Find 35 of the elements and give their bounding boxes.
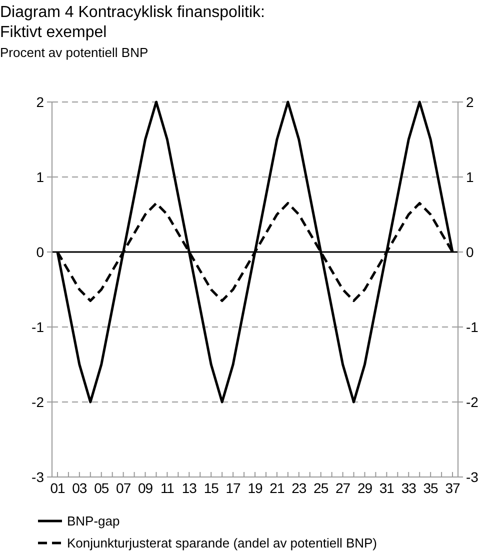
x-tick-label: 29: [357, 480, 373, 496]
y-tick-label: 2: [36, 94, 44, 110]
x-tick-label: 07: [116, 480, 132, 496]
x-tick-label: 05: [94, 480, 110, 496]
x-tick-label: 25: [314, 480, 329, 496]
y2-tick-label: -2: [466, 394, 479, 410]
x-tick-label: 15: [204, 480, 220, 496]
x-tick-label: 17: [226, 480, 242, 496]
chart-subtitle: Procent av potentiell BNP: [0, 45, 148, 60]
x-tick-label: 19: [248, 480, 263, 496]
y2-tick-label: -3: [466, 468, 479, 485]
x-tick-label: 03: [72, 480, 88, 496]
x-tick-label: 35: [423, 480, 439, 496]
legend-label: Konjunkturjusterat sparande (andel av potentiell BNP): [67, 536, 378, 551]
x-tick-label: 13: [182, 480, 198, 496]
y-tick-label: 0: [36, 244, 44, 260]
x-tick-label: 11: [160, 480, 175, 496]
legend-label: BNP-gap: [67, 514, 120, 529]
y2-tick-label: 0: [466, 244, 474, 260]
x-tick-label: 23: [292, 480, 307, 496]
y-tick-label: -1: [32, 318, 44, 335]
x-tick-label: 31: [379, 480, 395, 496]
x-tick-label: 33: [401, 480, 417, 496]
y-tick-label: 1: [36, 168, 44, 185]
x-tick-label: 37: [445, 480, 461, 496]
x-tick-label: 09: [138, 480, 154, 496]
x-tick-label: 27: [335, 480, 351, 496]
x-tick-label: 01: [50, 480, 66, 496]
y2-tick-label: 1: [466, 168, 474, 185]
x-tick-label: 21: [270, 480, 285, 496]
y-tick-label: -3: [32, 468, 44, 485]
y2-tick-label: 2: [466, 94, 474, 110]
y-tick-label: -2: [32, 394, 44, 410]
y2-tick-label: -1: [466, 318, 479, 335]
chart-title: Diagram 4 Kontracyklisk finanspolitik: Fiktivt exempel: [0, 4, 265, 41]
